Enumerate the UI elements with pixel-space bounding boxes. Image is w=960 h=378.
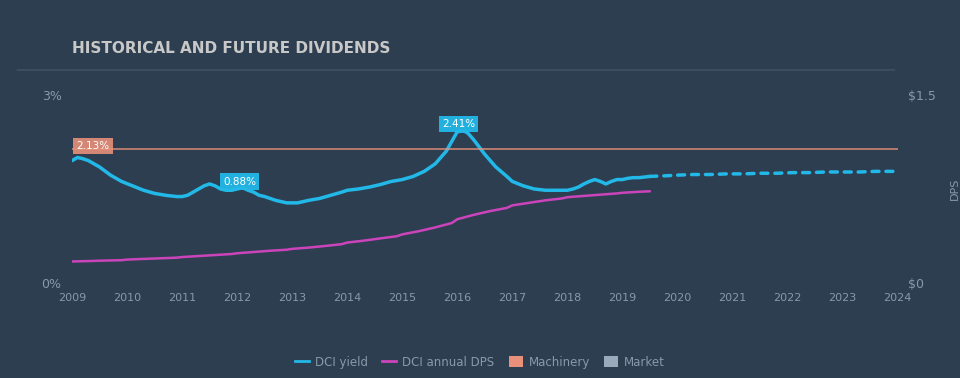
Text: 2.13%: 2.13% <box>77 141 109 151</box>
Text: 2.41%: 2.41% <box>442 119 475 129</box>
Y-axis label: DPS: DPS <box>949 178 960 200</box>
Legend: DCI yield, DCI annual DPS, Machinery, Market: DCI yield, DCI annual DPS, Machinery, Ma… <box>292 352 668 372</box>
Text: HISTORICAL AND FUTURE DIVIDENDS: HISTORICAL AND FUTURE DIVIDENDS <box>72 41 391 56</box>
Text: 0.88%: 0.88% <box>224 177 256 187</box>
